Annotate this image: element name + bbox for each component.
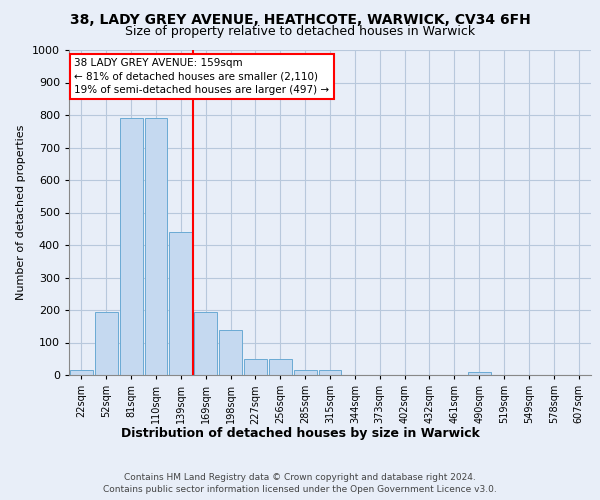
Bar [120, 118, 143, 375]
Bar [269, 359, 292, 375]
Text: Contains HM Land Registry data © Crown copyright and database right 2024.
Contai: Contains HM Land Registry data © Crown c… [103, 472, 497, 494]
Bar [244, 359, 267, 375]
Bar [468, 372, 491, 375]
Y-axis label: Number of detached properties: Number of detached properties [16, 125, 26, 300]
Bar [95, 312, 118, 375]
Bar [219, 330, 242, 375]
Bar [70, 370, 93, 375]
Text: Size of property relative to detached houses in Warwick: Size of property relative to detached ho… [125, 25, 475, 38]
Bar [294, 370, 317, 375]
Bar [169, 232, 192, 375]
Bar [194, 312, 217, 375]
Bar [145, 118, 167, 375]
Text: 38 LADY GREY AVENUE: 159sqm
← 81% of detached houses are smaller (2,110)
19% of : 38 LADY GREY AVENUE: 159sqm ← 81% of det… [74, 58, 329, 94]
Bar [319, 370, 341, 375]
Text: 38, LADY GREY AVENUE, HEATHCOTE, WARWICK, CV34 6FH: 38, LADY GREY AVENUE, HEATHCOTE, WARWICK… [70, 12, 530, 26]
Text: Distribution of detached houses by size in Warwick: Distribution of detached houses by size … [121, 428, 479, 440]
